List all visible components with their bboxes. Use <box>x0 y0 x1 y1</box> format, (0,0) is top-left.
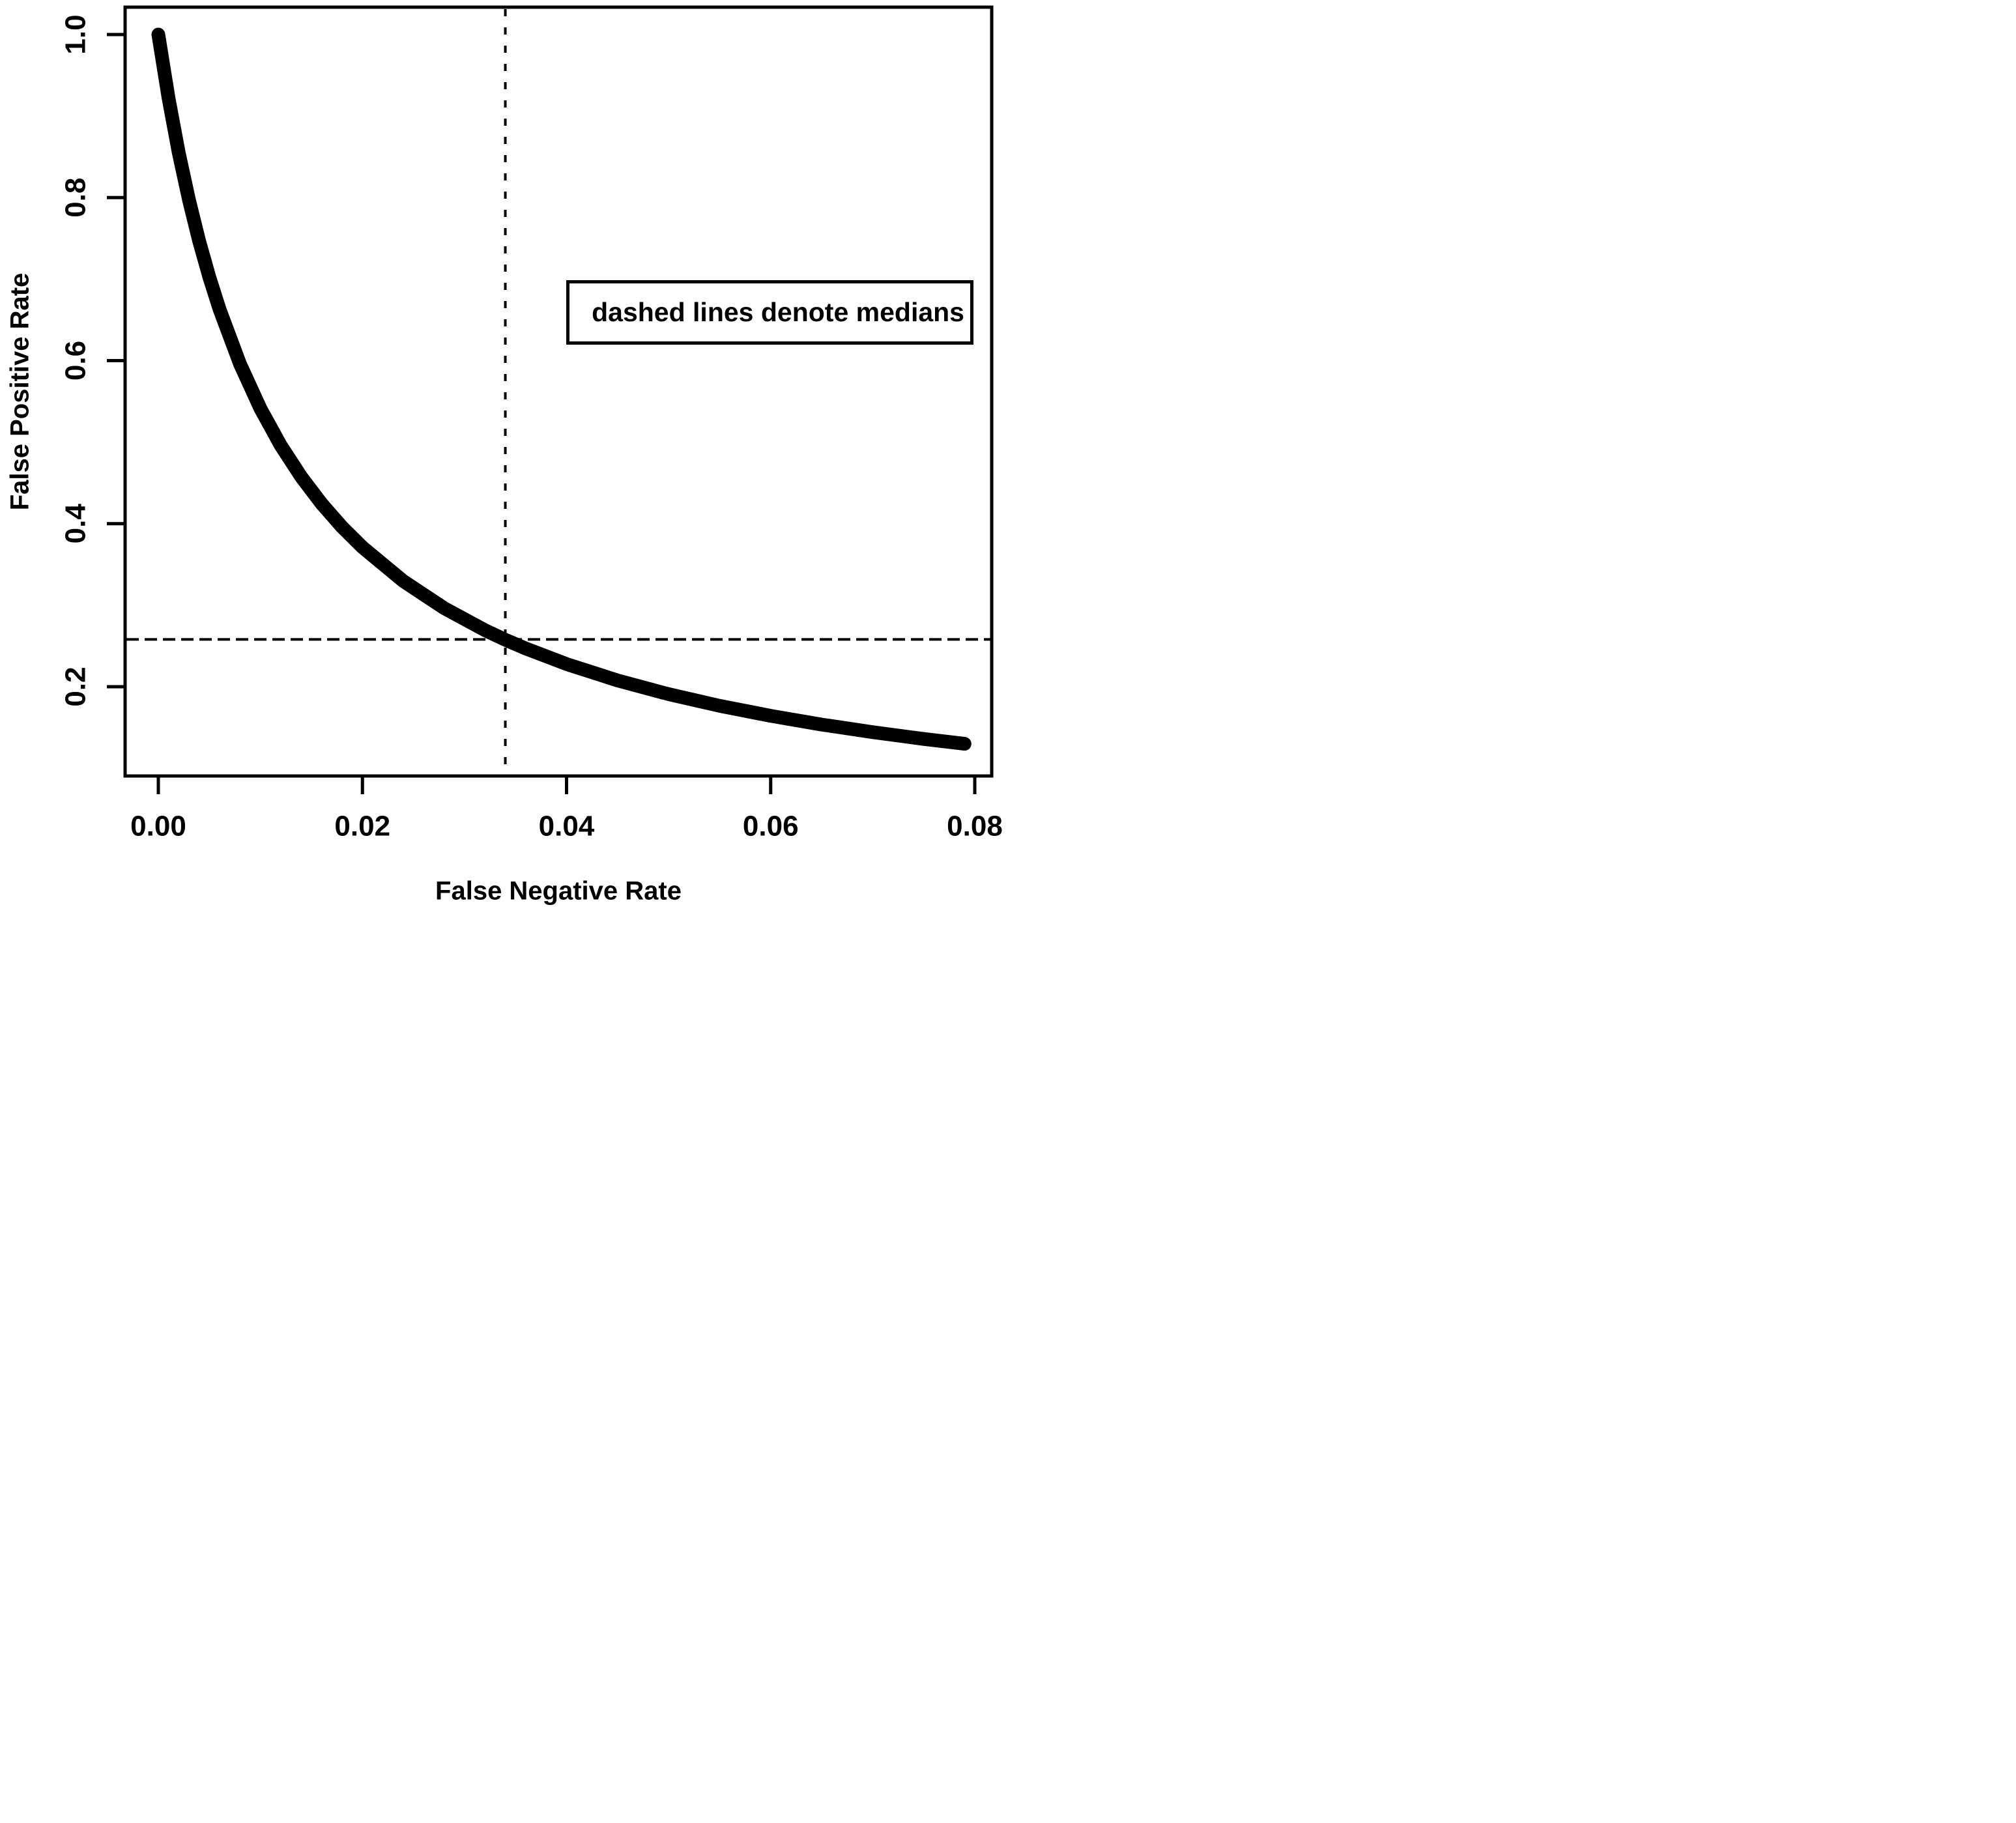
y-tick-label: 0.6 <box>60 341 92 380</box>
x-tick-label: 0.02 <box>334 811 390 842</box>
x-tick-label: 0.06 <box>743 811 799 842</box>
tradeoff-curve <box>151 27 972 751</box>
y-axis-label: False Positive Rate <box>5 272 35 511</box>
legend-text: dashed lines denote medians <box>592 297 964 327</box>
y-tick-label: 0.4 <box>60 504 92 544</box>
y-tick-label: 1.0 <box>60 14 92 54</box>
x-tick-label: 0.04 <box>539 811 595 842</box>
x-tick-label: 0.08 <box>947 811 1003 842</box>
x-axis-label: False Negative Rate <box>435 876 682 906</box>
y-tick-label: 0.8 <box>60 178 92 218</box>
legend-box: dashed lines denote medians <box>566 280 973 345</box>
y-tick-label: 0.2 <box>60 667 92 706</box>
plot-canvas: 0.00 0.02 0.04 0.06 0.08 0.2 0.4 0.6 0.8 1.0 <box>60 5 1003 842</box>
plot-border <box>123 5 994 778</box>
figure: 0.00 0.02 0.04 0.06 0.08 0.2 0.4 0.6 0.8 1.0 Fals… <box>0 0 1008 912</box>
x-tick-label: 0.00 <box>130 811 186 842</box>
